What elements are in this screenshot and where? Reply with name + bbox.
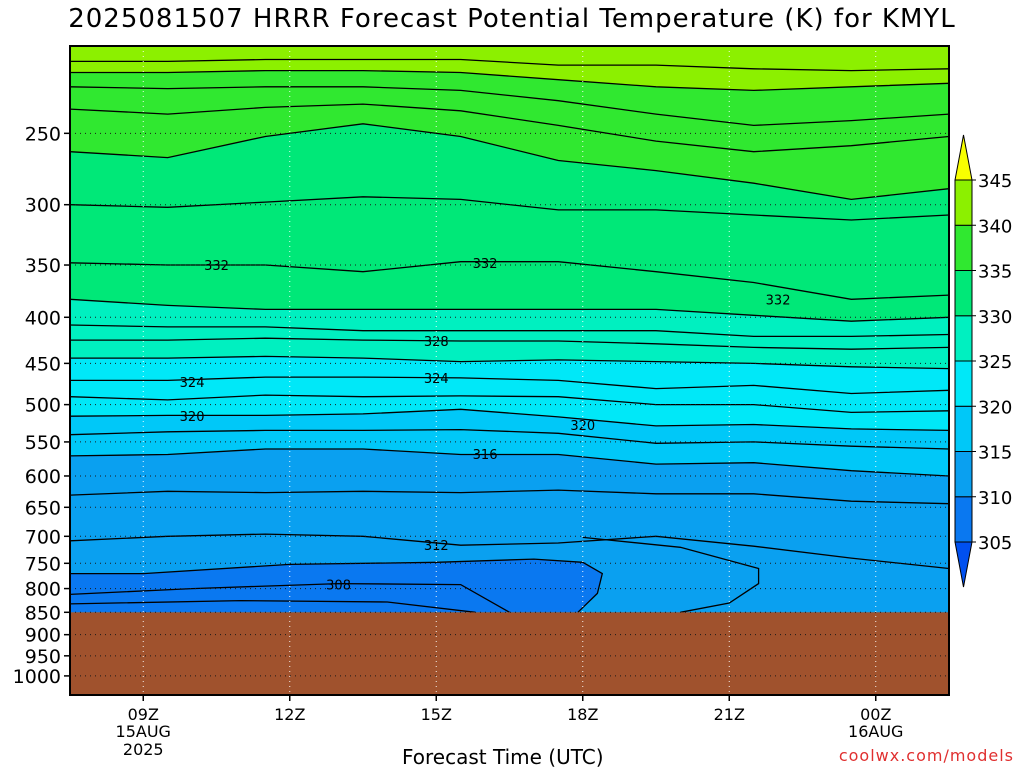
colorbar-swatch: [954, 451, 973, 498]
colorbar-label: 310: [978, 488, 1012, 509]
contour-label: 324: [180, 376, 205, 391]
contour-line: [70, 123, 949, 201]
colorbar-label: 305: [978, 533, 1012, 554]
contour-line: [70, 533, 949, 570]
colorbar-swatch: [954, 179, 973, 226]
colorbar-bottom-arrow: [954, 541, 973, 588]
y-tick-label: 450: [25, 353, 61, 375]
contour-label: 316: [473, 448, 498, 463]
contour-line: [70, 261, 949, 300]
contour-line: [70, 376, 949, 395]
contour-line: [70, 337, 949, 350]
x-tick-label: 12Z: [274, 705, 305, 724]
colorbar-top-arrow: [954, 134, 973, 181]
contour-label-text: 332: [204, 259, 229, 274]
y-tick-label: 350: [25, 255, 61, 277]
x-tick-label: 21Z: [714, 705, 745, 724]
contour-line: [70, 103, 949, 153]
contour-line: [70, 355, 949, 370]
y-tick-label: 750: [25, 553, 61, 575]
y-tick-label: 850: [25, 602, 61, 624]
contour-label-text: 320: [180, 410, 205, 425]
contour-line: [70, 69, 949, 92]
colorbar-swatch: [954, 270, 973, 317]
contour-label-text: 328: [424, 335, 449, 350]
y-tick-label: 500: [25, 395, 61, 417]
cold-pool-shading: [70, 559, 603, 613]
contour-line: [70, 599, 476, 613]
contour-line: [70, 408, 949, 432]
contour-line: [70, 58, 949, 72]
contour-line: [70, 582, 510, 613]
contour-line: [70, 324, 949, 338]
colorbar-swatch: [954, 224, 973, 271]
plot-frame: [69, 45, 950, 696]
colorbar-swatch: [954, 315, 973, 362]
contour-line: [70, 196, 949, 221]
contour-label: 320: [180, 410, 205, 425]
contour-label: 328: [424, 335, 449, 350]
colorbar-label: 340: [978, 216, 1012, 237]
contour-label-text: 308: [326, 579, 351, 594]
colorbar-label: 330: [978, 307, 1012, 328]
colorbar-label: 325: [978, 352, 1012, 373]
contour-line: [70, 394, 949, 414]
x-tick-label: 09Z: [128, 705, 159, 724]
colorbar-label: 345: [978, 171, 1012, 192]
y-tick-label: 300: [25, 195, 61, 217]
contour-label: 332: [204, 259, 229, 274]
x-tick-label: 18Z: [567, 705, 598, 724]
x-tick-date: 15AUG: [116, 722, 171, 741]
contour-line: [70, 86, 949, 127]
chart-title: 2025081507 HRRR Forecast Potential Tempe…: [68, 4, 956, 34]
colorbar: 305 310 315 320 325 330 335 340 345: [954, 134, 1012, 588]
y-tick-label: 700: [25, 526, 61, 548]
y-tick-label: 400: [25, 307, 61, 329]
contour-label-text: 324: [180, 376, 205, 391]
contour-line: [70, 489, 949, 505]
contour-label-text: 332: [473, 257, 498, 272]
colorbar-label: 335: [978, 262, 1012, 283]
y-tick-label: 250: [25, 123, 61, 145]
contour-label: 308: [326, 579, 351, 594]
y-tick-label: 650: [25, 497, 61, 519]
contour-label-text: 332: [766, 293, 791, 308]
x-axis-label: Forecast Time (UTC): [402, 745, 604, 769]
colorbar-label: 320: [978, 397, 1012, 418]
contour-label: 332: [766, 293, 791, 308]
y-tick-label: 900: [25, 625, 61, 647]
ground-mask: [70, 612, 949, 695]
shading-band: [70, 46, 949, 71]
contour-line: [70, 448, 949, 477]
colorbar-swatch: [954, 360, 973, 407]
x-tick-label: 00Z: [860, 705, 891, 724]
y-tick-label: 1000: [13, 666, 61, 688]
colorbar-swatch: [954, 405, 973, 452]
x-tick-label: 15Z: [421, 705, 452, 724]
contour-line: [70, 298, 949, 322]
contour-line: [582, 536, 760, 613]
colorbar-swatch: [954, 496, 973, 543]
x-tick-date: 16AUG: [848, 722, 903, 741]
source-credit[interactable]: coolwx.com/models: [838, 746, 1014, 765]
y-tick-label: 600: [25, 466, 61, 488]
y-tick-label: 950: [25, 646, 61, 668]
contour-line: [70, 428, 949, 450]
y-tick-label: 800: [25, 579, 61, 601]
contour-label: 332: [473, 257, 498, 272]
contour-label-text: 316: [473, 448, 498, 463]
y-tick-label: 550: [25, 432, 61, 454]
contour-line: [70, 558, 604, 613]
x-tick-year: 2025: [123, 740, 164, 759]
colorbar-label: 315: [978, 443, 1012, 464]
contour-label: 324: [424, 372, 449, 387]
contour-label-text: 324: [424, 372, 449, 387]
